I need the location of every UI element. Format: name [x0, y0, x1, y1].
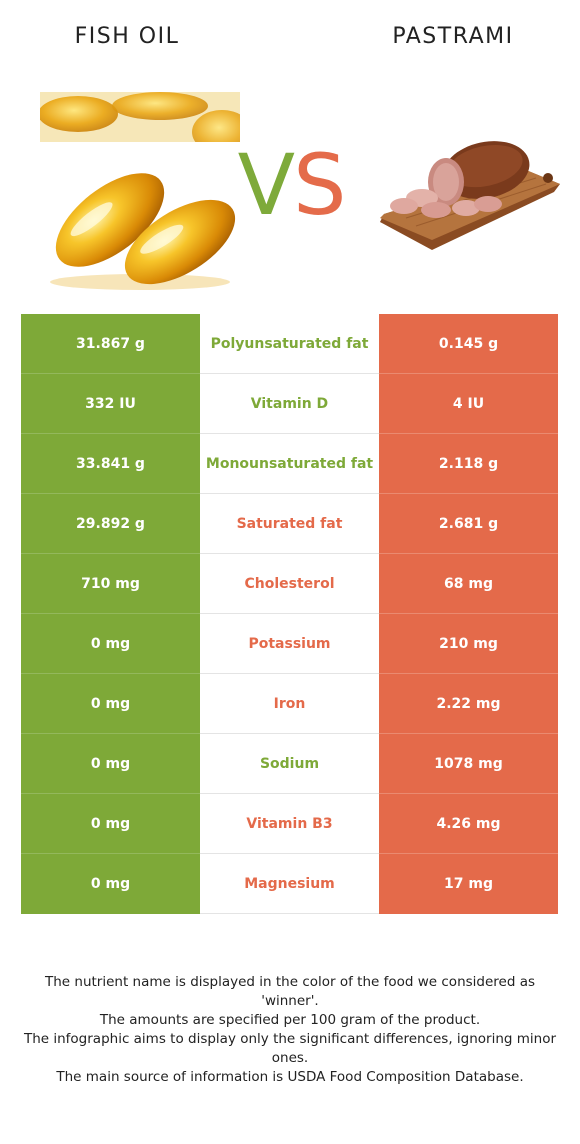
- nutrient-name: Sodium: [200, 734, 379, 794]
- nutrient-name: Monounsaturated fat: [200, 434, 379, 494]
- nutrient-name: Potassium: [200, 614, 379, 674]
- versus-label: VS: [226, 140, 356, 230]
- table-row: 33.841 g Monounsaturated fat 2.118 g: [21, 434, 558, 494]
- fish-oil-value: 0 mg: [21, 734, 200, 794]
- pastrami-value: 0.145 g: [379, 314, 558, 374]
- pastrami-value: 4 IU: [379, 374, 558, 434]
- pastrami-value: 1078 mg: [379, 734, 558, 794]
- footnote-line-1: The nutrient name is displayed in the co…: [44, 974, 536, 1009]
- pastrami-value: 2.118 g: [379, 434, 558, 494]
- pastrami-value: 210 mg: [379, 614, 558, 674]
- footnote-line-4: The main source of information is USDA F…: [56, 1069, 524, 1085]
- fish-oil-value: 0 mg: [21, 674, 200, 734]
- nutrient-comparison-table: 31.867 g Polyunsaturated fat 0.145 g 332 IU…: [21, 314, 558, 914]
- table-row: 0 mg Magnesium 17 mg: [21, 854, 558, 914]
- table-row: 710 mg Cholesterol 68 mg: [21, 554, 558, 614]
- fish-oil-capsules-image: [40, 92, 240, 290]
- table-row: 31.867 g Polyunsaturated fat 0.145 g: [21, 314, 558, 374]
- pastrami-value: 4.26 mg: [379, 794, 558, 854]
- pastrami-value: 2.681 g: [379, 494, 558, 554]
- pastrami-value: 2.22 mg: [379, 674, 558, 734]
- nutrient-name: Cholesterol: [200, 554, 379, 614]
- fish-oil-value: 0 mg: [21, 794, 200, 854]
- fish-oil-value: 29.892 g: [21, 494, 200, 554]
- nutrient-name: Saturated fat: [200, 494, 379, 554]
- fish-oil-value: 33.841 g: [21, 434, 200, 494]
- versus-v: V: [237, 136, 295, 234]
- fish-oil-value: 332 IU: [21, 374, 200, 434]
- fish-oil-value: 0 mg: [21, 614, 200, 674]
- nutrient-name: Vitamin B3: [200, 794, 379, 854]
- nutrient-name: Polyunsaturated fat: [200, 314, 379, 374]
- pastrami-image: [380, 141, 560, 250]
- footnote: The nutrient name is displayed in the co…: [20, 973, 560, 1087]
- table-row: 0 mg Sodium 1078 mg: [21, 734, 558, 794]
- fish-oil-value: 710 mg: [21, 554, 200, 614]
- table-row: 29.892 g Saturated fat 2.681 g: [21, 494, 558, 554]
- fish-oil-value: 0 mg: [21, 854, 200, 914]
- food-title-right: PASTRAMI: [392, 24, 514, 49]
- versus-s: S: [293, 136, 346, 234]
- nutrient-name: Vitamin D: [200, 374, 379, 434]
- footnote-line-2: The amounts are specified per 100 gram o…: [99, 1012, 481, 1028]
- food-title-left: FISH OIL: [74, 24, 180, 49]
- table-row: 0 mg Potassium 210 mg: [21, 614, 558, 674]
- footnote-line-3: The infographic aims to display only the…: [23, 1031, 557, 1066]
- table-row: 0 mg Vitamin B3 4.26 mg: [21, 794, 558, 854]
- pastrami-value: 17 mg: [379, 854, 558, 914]
- nutrient-name: Iron: [200, 674, 379, 734]
- pastrami-value: 68 mg: [379, 554, 558, 614]
- nutrient-name: Magnesium: [200, 854, 379, 914]
- table-row: 0 mg Iron 2.22 mg: [21, 674, 558, 734]
- fish-oil-value: 31.867 g: [21, 314, 200, 374]
